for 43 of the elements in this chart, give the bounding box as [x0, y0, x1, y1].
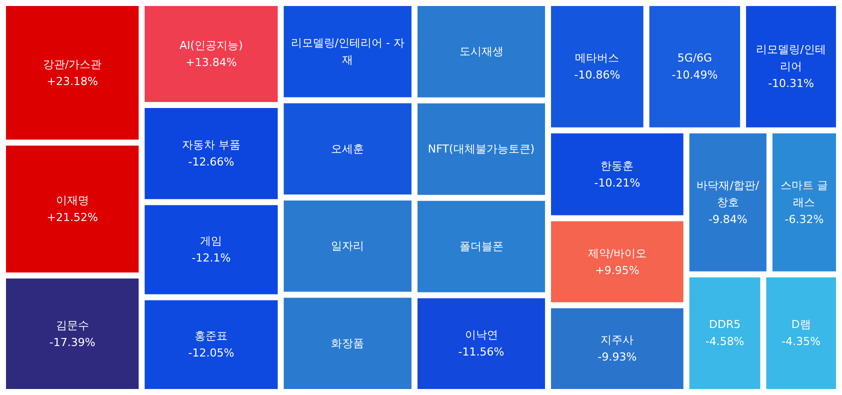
category-label: 5G/6G — [677, 52, 712, 65]
data-label: -9.93% — [598, 350, 637, 364]
data-label: -12.05% — [188, 346, 234, 360]
category-label: 게임 — [200, 234, 222, 248]
data-label: +13.84% — [186, 56, 237, 69]
category-label: 일자리 — [331, 240, 364, 253]
data-label: -4.35% — [782, 335, 821, 348]
category-label: AI(인공지능) — [180, 38, 243, 52]
data-label: +9.95% — [595, 264, 640, 277]
data-label: -11.56% — [458, 346, 504, 359]
category-label: DDR5 — [709, 318, 741, 332]
category-label: 오세훈 — [331, 142, 364, 156]
data-label: -4.58% — [705, 335, 744, 348]
category-label: 홍준표 — [194, 330, 228, 343]
data-label: +21.52% — [46, 211, 98, 224]
category-label: 이재명 — [56, 194, 89, 208]
category-label: 바닥재/합판/창호 — [696, 178, 760, 209]
category-label: 이낙연 — [464, 328, 498, 342]
category-label: 자동차 부품 — [182, 138, 240, 152]
category-label: 스마트 글래스 — [780, 178, 828, 209]
data-label: -12.1% — [192, 252, 231, 265]
data-label: -6.32% — [784, 212, 824, 226]
category-label: 폴더블폰 — [459, 240, 504, 254]
category-label: 강관/가스관 — [42, 58, 102, 71]
category-label: 화장품 — [331, 336, 364, 350]
data-label: -17.39% — [49, 336, 96, 349]
category-label: 지주사 — [600, 334, 634, 347]
data-label: -9.84% — [708, 212, 748, 226]
category-label: 도시재생 — [459, 45, 504, 58]
data-label: -10.21% — [594, 176, 640, 190]
category-label: D램 — [791, 318, 811, 332]
data-label: -10.49% — [672, 68, 718, 82]
category-label: 리모델링/인테리어 — [756, 43, 826, 74]
category-label: 한동훈 — [600, 159, 634, 172]
data-label: -10.86% — [574, 68, 620, 82]
category-label: 리모델링/인테리어 - 자재 — [290, 36, 404, 67]
data-label: +23.18% — [46, 74, 98, 88]
data-label: -10.31% — [768, 77, 814, 90]
category-label: 김문수 — [56, 318, 89, 332]
category-label: 메타버스 — [575, 52, 620, 65]
category-label: 제약/바이오 — [588, 246, 647, 260]
category-label: NFT(대체불가능토큰) — [428, 142, 535, 156]
data-label: -12.66% — [188, 156, 234, 169]
